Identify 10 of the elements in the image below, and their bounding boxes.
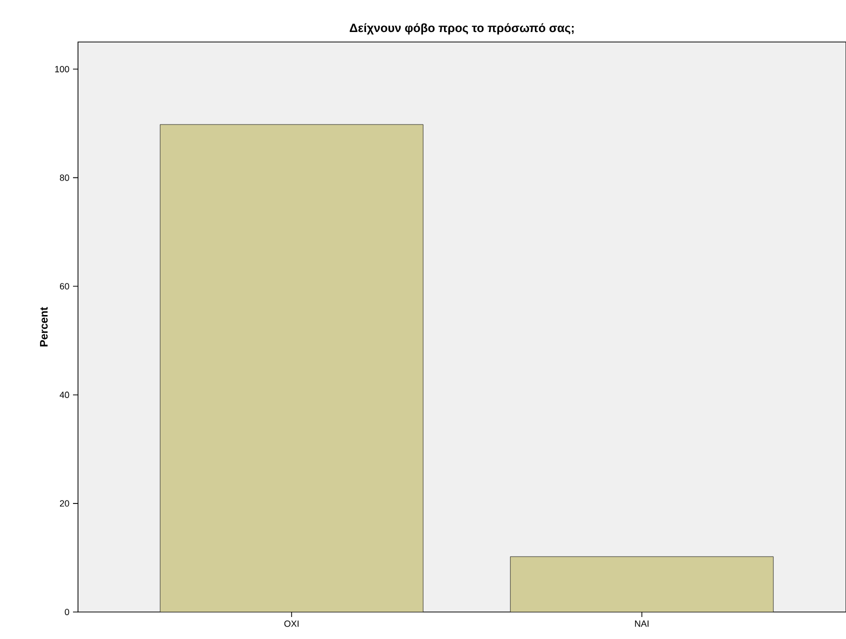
- y-tick-label: 80: [60, 174, 70, 181]
- y-axis-title: Percent: [40, 307, 48, 346]
- y-tick-label: 60: [60, 283, 70, 290]
- y-tick-label: 20: [60, 500, 70, 507]
- chart-title: Δείχνουν φόβο προς το πρόσωπό σας;: [350, 23, 574, 34]
- x-tick-label: OXI: [284, 620, 299, 627]
- y-tick-label: 100: [55, 66, 70, 72]
- y-tick-label: 0: [64, 608, 70, 616]
- y-tick-label: 40: [60, 392, 70, 398]
- x-tick-label: NAI: [635, 620, 648, 627]
